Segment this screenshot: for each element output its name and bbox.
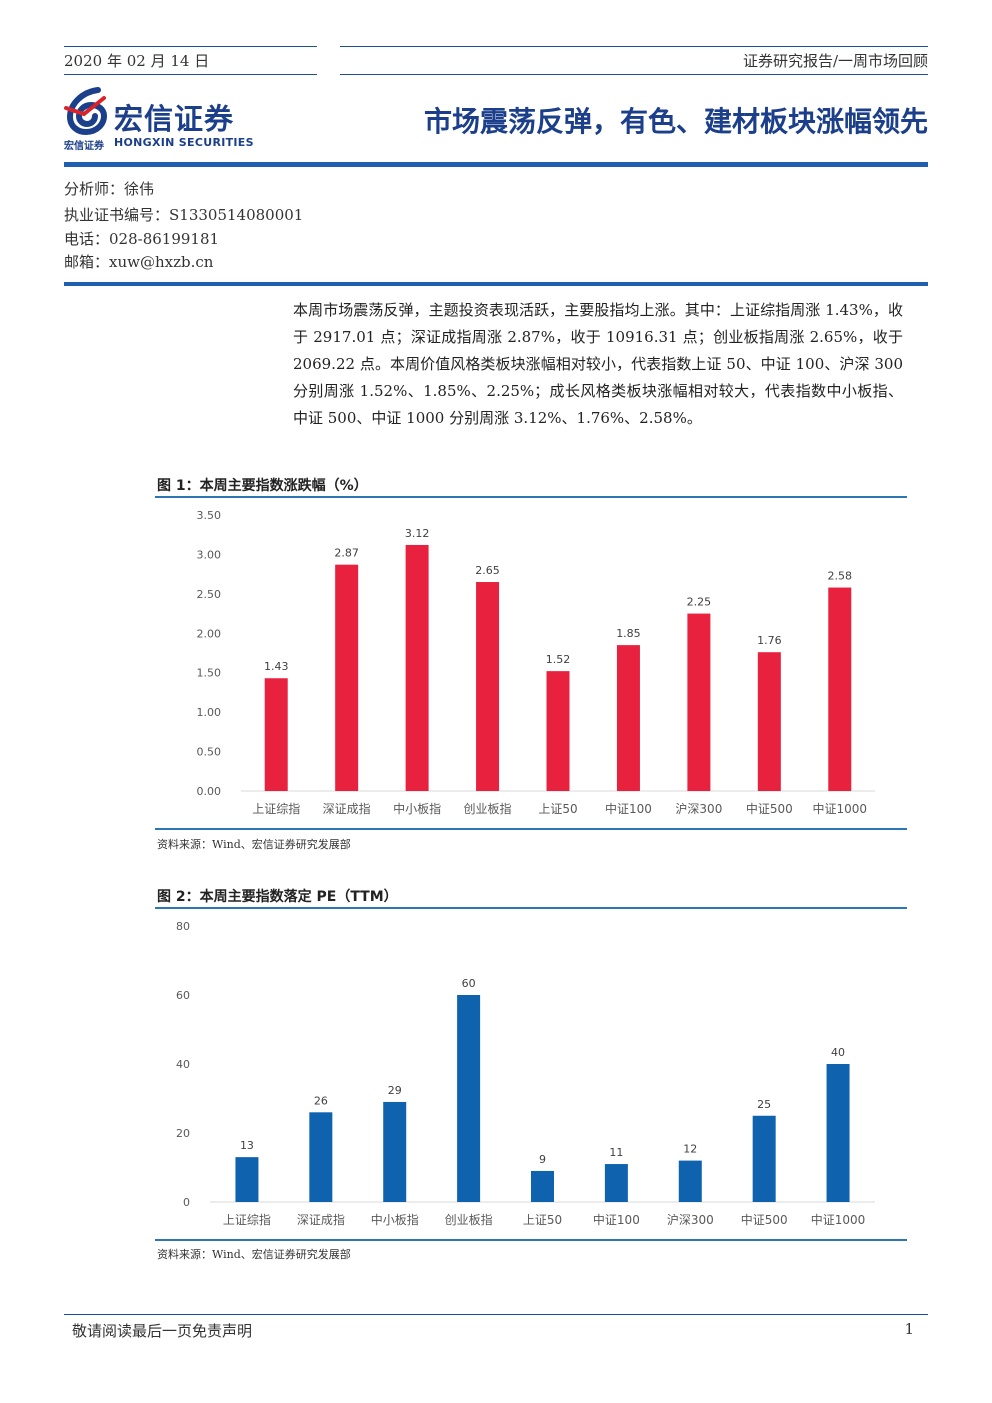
- bar: [531, 1170, 554, 1202]
- bar: [757, 652, 781, 791]
- analyst-name: 分析师：徐伟: [64, 180, 155, 198]
- data-label: 1.76: [757, 634, 782, 647]
- data-label: 1.85: [616, 627, 641, 640]
- data-label: 2.65: [475, 564, 500, 577]
- x-tick-label: 沪深300: [675, 802, 722, 816]
- data-label: 26: [314, 1094, 328, 1107]
- x-tick-label: 中证1000: [813, 801, 868, 816]
- y-tick-label: 20: [176, 1127, 190, 1140]
- report-date: 2020 年 02 月 14 日: [64, 52, 210, 70]
- x-tick-label: 创业板指: [464, 801, 512, 816]
- data-label: 40: [831, 1046, 845, 1059]
- data-label: 60: [462, 977, 476, 990]
- summary-paragraph: 本周市场震荡反弹，主题投资表现活跃，主要股指均上涨。其中：上证综指周涨 1.43…: [293, 301, 903, 427]
- data-label: 13: [240, 1139, 254, 1152]
- report-title: 市场震荡反弹，有色、建材板块涨幅领先: [423, 105, 928, 138]
- analyst-license: 执业证书编号：S1330514080001: [64, 206, 304, 224]
- figure-2-bottom-rule: [155, 1239, 907, 1241]
- x-tick-label: 深证成指: [323, 801, 371, 816]
- bar: [457, 995, 481, 1202]
- x-tick-label: 中证1000: [811, 1212, 866, 1227]
- x-tick-label: 中证100: [593, 1212, 640, 1227]
- data-label: 2.25: [687, 596, 712, 609]
- analyst-phone: 电话：028-86199181: [64, 230, 220, 248]
- bar: [235, 1157, 259, 1202]
- x-tick-label: 中小板指: [371, 1212, 419, 1227]
- y-tick-label: 1.00: [197, 706, 222, 719]
- brand-name-small: 宏信证券: [64, 141, 104, 152]
- figure-2-title: 图 2：本周主要指数落定 PE（TTM）: [157, 889, 398, 905]
- bar: [405, 544, 429, 791]
- figure-1-source: 资料来源：Wind、宏信证券研究发展部: [157, 838, 351, 851]
- bar: [616, 645, 640, 791]
- bar: [476, 582, 500, 791]
- bar: [678, 1160, 702, 1202]
- y-tick-label: 80: [176, 920, 190, 933]
- brand-name: 宏信证券: [114, 102, 235, 136]
- x-tick-label: 上证50: [538, 802, 577, 816]
- y-tick-label: 0: [183, 1196, 190, 1209]
- y-tick-label: 40: [176, 1058, 190, 1071]
- y-tick-label: 0.00: [197, 785, 222, 798]
- data-label: 2.87: [334, 547, 359, 560]
- header-rule-left-top: [64, 46, 317, 47]
- data-label: 1.52: [546, 653, 571, 666]
- data-label: 1.43: [264, 660, 289, 673]
- bar: [604, 1164, 628, 1202]
- bar: [383, 1101, 407, 1202]
- title-band: [64, 162, 928, 167]
- x-tick-label: 沪深300: [667, 1213, 714, 1227]
- figure-1-bottom-rule: [155, 828, 907, 830]
- data-label: 9: [539, 1153, 546, 1166]
- figure-2-chart: 0 20 40 60 80 13 上证综指 26 深证成指 29 中小板指 60 创业板指 9 上证50 11…: [176, 920, 875, 1227]
- header-rule-left-bottom: [64, 74, 317, 75]
- figure-1-top-rule: [155, 496, 907, 498]
- data-label: 3.12: [405, 527, 430, 540]
- bar: [335, 564, 359, 791]
- bar: [309, 1112, 333, 1202]
- figure-2-source: 资料来源：Wind、宏信证券研究发展部: [157, 1248, 351, 1261]
- x-tick-label: 上证50: [523, 1213, 562, 1227]
- data-label: 25: [757, 1098, 771, 1111]
- footer-rule: [64, 1314, 928, 1315]
- x-tick-label: 中证500: [741, 1212, 788, 1227]
- figure-1-chart: 0.00 0.50 1.00 1.50 2.00 2.50 3.00 3.50 1.43 上证综指…: [197, 509, 875, 816]
- y-tick-label: 0.50: [197, 746, 222, 759]
- x-tick-label: 中证100: [605, 801, 652, 816]
- x-tick-label: 中小板指: [393, 801, 441, 816]
- brand-name-english: HONGXIN SECURITIES: [114, 136, 254, 149]
- x-tick-label: 上证综指: [223, 1212, 271, 1227]
- y-tick-label: 2.50: [197, 588, 222, 601]
- y-tick-label: 60: [176, 989, 190, 1002]
- header-rule-right-top: [340, 46, 928, 47]
- y-tick-label: 3.00: [197, 548, 222, 561]
- page-number: 1: [904, 1320, 914, 1338]
- data-label: 12: [683, 1143, 697, 1156]
- y-tick-label: 3.50: [197, 509, 222, 522]
- bar: [546, 671, 570, 791]
- bar: [687, 613, 711, 791]
- report-series: 证券研究报告/一周市场回顾: [742, 52, 928, 70]
- x-tick-label: 上证综指: [252, 801, 300, 816]
- figure-2-top-rule: [155, 907, 907, 909]
- figure-1-title: 图 1：本周主要指数涨跌幅（%）: [157, 478, 368, 494]
- bar: [264, 678, 288, 791]
- y-tick-label: 2.00: [197, 627, 222, 640]
- x-tick-label: 创业板指: [445, 1212, 493, 1227]
- analyst-email: 邮箱：xuw@hxzb.cn: [64, 253, 214, 271]
- x-tick-label: 深证成指: [297, 1212, 345, 1227]
- header-rule-right-bottom: [340, 74, 928, 75]
- analyst-band: [64, 282, 928, 286]
- footer-disclaimer: 敬请阅读最后一页免责声明: [72, 1322, 253, 1340]
- y-tick-label: 1.50: [197, 667, 222, 680]
- bar: [828, 587, 852, 791]
- hongxin-logo-icon: [64, 87, 108, 136]
- bar: [752, 1115, 776, 1202]
- data-label: 29: [388, 1084, 402, 1097]
- data-label: 11: [609, 1146, 623, 1159]
- data-label: 2.58: [828, 570, 853, 583]
- x-tick-label: 中证500: [746, 801, 793, 816]
- bar: [826, 1064, 850, 1202]
